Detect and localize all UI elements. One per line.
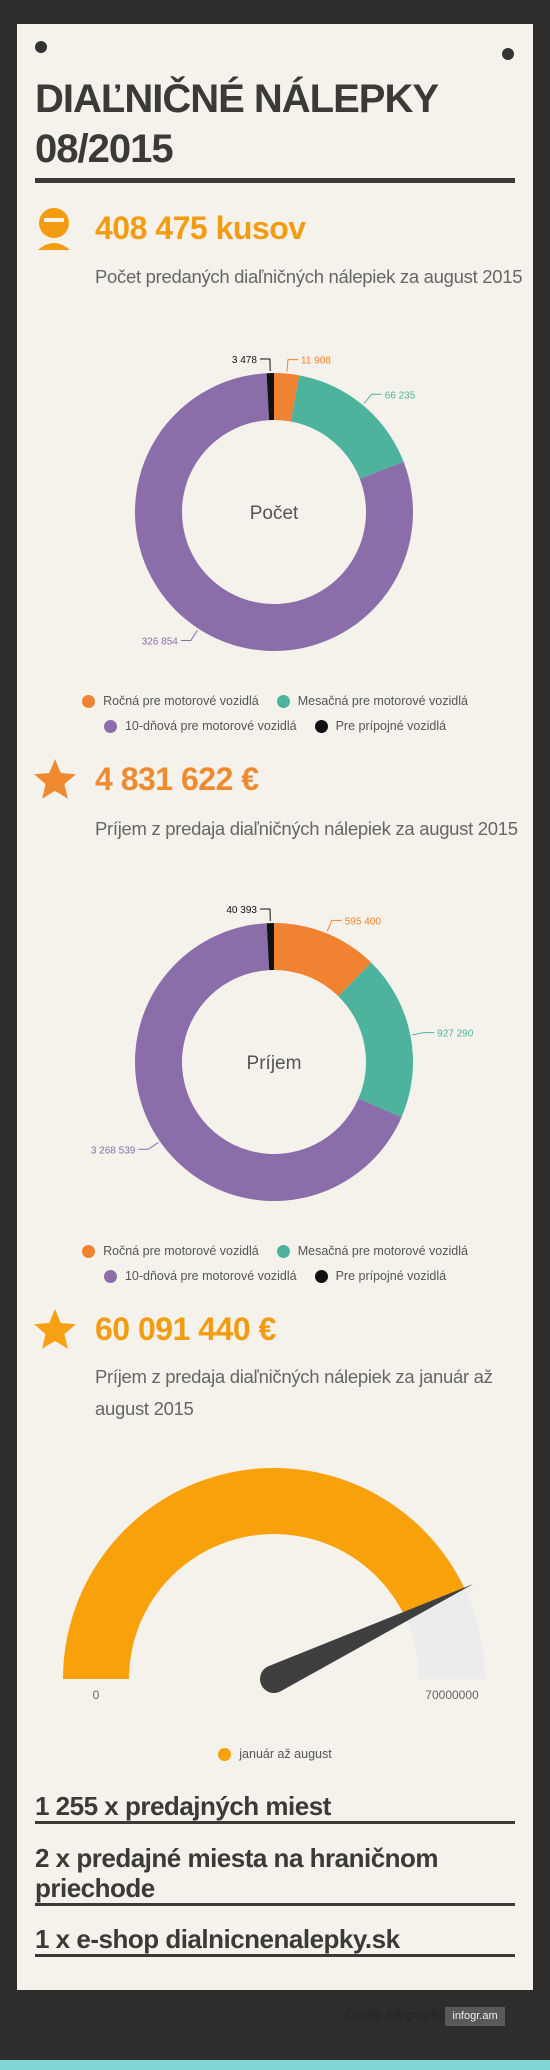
data-label: 66 235 <box>385 390 416 401</box>
legend-item: Pre prípojné vozidlá <box>314 1268 447 1284</box>
legend: Ročná pre motorové vozidlá Mesačná pre mo… <box>60 693 490 734</box>
stat-value: 60 091 440 € <box>95 1311 276 1347</box>
legend-swatch <box>218 1747 232 1761</box>
donut-segment <box>266 923 274 971</box>
footer-text: Create infographics <box>345 2008 454 2022</box>
star-icon <box>34 1309 76 1349</box>
stat-description: Príjem z predaja diaľničných nálepiek za… <box>95 818 518 839</box>
pin <box>35 41 47 53</box>
leader-line <box>286 359 298 372</box>
legend-label: január až august <box>239 1747 332 1761</box>
legend-item: Mesačná pre motorové vozidlá <box>276 693 468 709</box>
legend-item: Mesačná pre motorové vozidlá <box>276 1243 468 1259</box>
data-label: 326 854 <box>142 636 179 647</box>
legend-swatch <box>82 1244 96 1258</box>
donut-segment <box>266 373 274 421</box>
gauge-tick-label: 70000000 <box>425 1688 479 1702</box>
pin <box>502 48 514 60</box>
legend-swatch <box>82 694 96 708</box>
center-label: Príjem <box>247 1053 302 1074</box>
legend-item: 10-dňová pre motorové vozidlá <box>103 718 297 734</box>
fact: 2 x predajné miesta na hraničnom priecho… <box>35 1843 515 1906</box>
center-label: Počet <box>250 503 299 524</box>
gauge-value <box>63 1468 465 1679</box>
legend-swatch <box>314 1269 328 1283</box>
legend-item: 10-dňová pre motorové vozidlá <box>103 1268 297 1284</box>
legend-swatch <box>103 719 117 733</box>
leader-line <box>180 630 198 641</box>
title: DIAĽNIČNÉ NÁLEPKY 08/2015 <box>35 77 438 171</box>
stat-description: Počet predaných diaľničných nálepiek za … <box>95 266 523 287</box>
leader-line <box>259 358 271 372</box>
legend-swatch <box>103 1269 117 1283</box>
data-label: 595 400 <box>345 916 382 927</box>
legend-label: Ročná pre motorové vozidlá <box>103 694 259 708</box>
star-icon <box>34 759 76 799</box>
data-label: 40 393 <box>226 905 257 916</box>
legend-item: Ročná pre motorové vozidlá <box>82 1243 259 1259</box>
title-rule <box>35 178 515 183</box>
legend-label: Ročná pre motorové vozidlá <box>103 1244 259 1258</box>
legend-item: Pre prípojné vozidlá <box>314 718 447 734</box>
legend-item: január až august <box>218 1746 332 1762</box>
legend-label: Pre prípojné vozidlá <box>335 1269 447 1283</box>
legend-swatch <box>276 694 290 708</box>
data-label: 927 290 <box>437 1029 474 1040</box>
stat-value: 4 831 622 € <box>95 761 259 797</box>
gauge-needle <box>259 1583 474 1694</box>
person-icon <box>38 208 70 250</box>
legend-label: 10-dňová pre motorové vozidlá <box>124 1269 297 1283</box>
data-label: 3 478 <box>232 355 257 366</box>
leader-line <box>363 393 382 404</box>
legend-label: Mesačná pre motorové vozidlá <box>297 694 468 708</box>
gauge-tick-label: 0 <box>93 1688 100 1702</box>
legend-swatch <box>314 719 328 733</box>
stat-value: 408 475 kusov <box>95 210 306 246</box>
legend-label: Mesačná pre motorové vozidlá <box>297 1244 468 1258</box>
fact: 1 255 x predajných miest <box>35 1791 515 1824</box>
legend-label: Pre prípojné vozidlá <box>335 719 447 733</box>
bottom-strip <box>0 2060 550 2070</box>
stat-description: Príjem z predaja diaľničných nálepiek za… <box>95 1366 493 1419</box>
legend: január až august <box>60 1746 490 1762</box>
donut-segment <box>274 923 372 997</box>
leader-line <box>138 1142 159 1150</box>
legend: Ročná pre motorové vozidlá Mesačná pre mo… <box>60 1243 490 1284</box>
donut-segment <box>134 923 402 1202</box>
data-label: 3 268 539 <box>91 1145 136 1156</box>
donut-segment <box>274 373 300 422</box>
donut-segment <box>290 375 404 479</box>
leader-line <box>259 908 271 922</box>
data-label: 11 908 <box>301 356 331 367</box>
leader-line <box>326 919 342 932</box>
legend-item: Ročná pre motorové vozidlá <box>82 693 259 709</box>
legend-label: 10-dňová pre motorové vozidlá <box>124 719 297 733</box>
donut-segment <box>134 373 413 651</box>
legend-swatch <box>276 1244 290 1258</box>
fact: 1 x e-shop dialnicnenalepky.sk <box>35 1924 515 1957</box>
donut-segment <box>338 962 413 1118</box>
leader-line <box>412 1032 435 1036</box>
footer-brand[interactable]: infogr.am <box>445 2007 505 2026</box>
